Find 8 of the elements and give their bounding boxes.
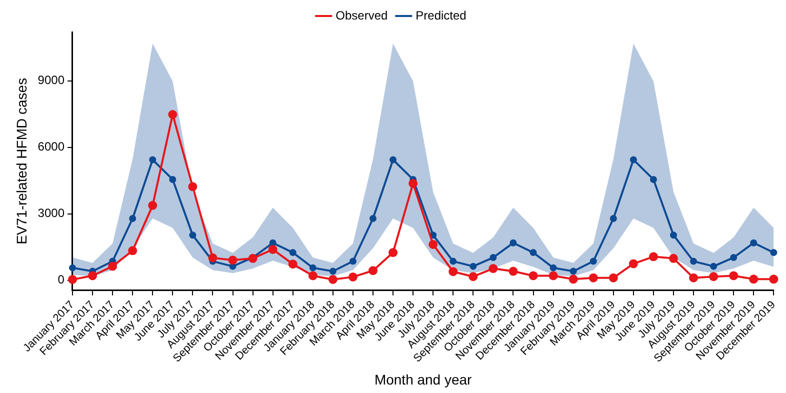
y-tick-label: 6000 (38, 140, 65, 154)
legend-label: Observed (336, 8, 388, 22)
y-tick-label: 9000 (38, 73, 65, 88)
y-tick-label: 0 (58, 272, 65, 287)
y-tick-label: 3000 (38, 206, 65, 220)
x-axis-title: Month and year (374, 371, 472, 388)
legend-label: Predicted (416, 8, 466, 22)
y-axis-title: EV71-related HFMD cases (13, 78, 30, 244)
